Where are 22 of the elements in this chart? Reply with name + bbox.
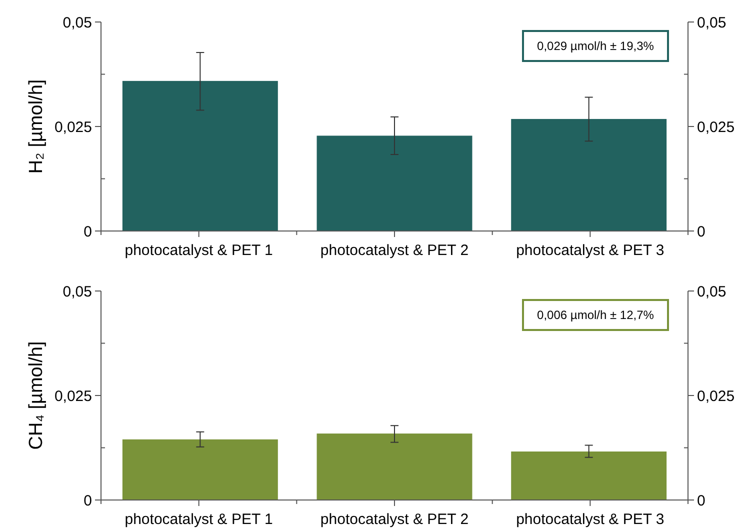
x-tick-label: photocatalyst & PET 3 [516, 511, 664, 528]
annotation: 0,006 µmol/h ± 12,7% [537, 308, 654, 322]
y-tick-label: 0,025 [54, 118, 92, 136]
x-tick-label: photocatalyst & PET 1 [124, 242, 273, 259]
y2-tick-label: 0 [697, 492, 706, 510]
x-tick-label: photocatalyst & PET 1 [124, 511, 273, 528]
y2-tick-label: 0 [697, 223, 706, 240]
y-tick-label: 0,025 [54, 388, 92, 405]
y2-tick-label: 0,05 [697, 283, 726, 300]
annotation: 0,029 µmol/h ± 19,3% [537, 39, 654, 54]
y2-tick-label: 0,05 [697, 14, 726, 32]
y-tick-label: 0,05 [62, 14, 92, 32]
x-tick-label: photocatalyst & PET 2 [320, 511, 469, 528]
y-axis-title: H₂ [µmol/h] [26, 79, 47, 174]
y-tick-label: 0 [84, 492, 92, 510]
y-tick-label: 0,05 [62, 283, 92, 300]
y2-tick-label: 0,025 [697, 118, 735, 136]
x-tick-label: photocatalyst & PET 2 [320, 242, 469, 259]
y2-tick-label: 0,025 [697, 388, 735, 405]
y-tick-label: 0 [84, 223, 92, 240]
y-axis-title: CH₄ [µmol/h] [26, 341, 47, 450]
x-tick-label: photocatalyst & PET 3 [516, 242, 664, 259]
